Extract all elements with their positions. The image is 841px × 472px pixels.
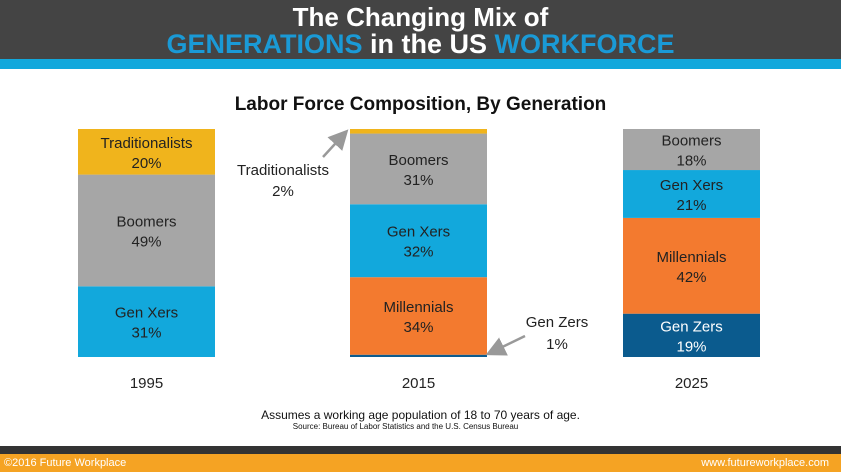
title-workforce: WORKFORCE — [494, 29, 675, 59]
callout-value: 1% — [546, 336, 568, 353]
segment-value: 49% — [131, 233, 161, 250]
bar-segment — [350, 133, 487, 205]
header-stripe — [0, 59, 841, 69]
title-middle: in the US — [362, 29, 495, 59]
segment-value: 42% — [676, 269, 706, 286]
segment-label: Gen Zers — [660, 318, 723, 335]
footer-divider — [0, 446, 841, 454]
title-line-1: The Changing Mix of — [292, 2, 549, 32]
segment-value: 20% — [131, 155, 161, 172]
segment-value: 21% — [676, 197, 706, 214]
x-tick-label: 2015 — [402, 375, 435, 392]
header-banner: The Changing Mix of GENERATIONS in the U… — [0, 0, 841, 59]
segment-label: Boomers — [661, 133, 721, 150]
title-line-2: GENERATIONS in the US WORKFORCE — [0, 29, 841, 59]
copyright: ©2016 Future Workplace — [4, 457, 127, 469]
segment-label: Millennials — [656, 249, 726, 266]
segment-value: 31% — [131, 325, 161, 342]
bar-segment — [78, 286, 215, 357]
segment-label: Boomers — [388, 152, 448, 169]
footer: ©2016 Future Workplace www.futureworkplac… — [0, 454, 841, 472]
bar-segment — [78, 174, 215, 287]
callout-arrow — [485, 334, 526, 356]
segment-label: Gen Xers — [115, 305, 178, 322]
bar-segment — [623, 217, 760, 314]
segment-value: 18% — [676, 153, 706, 170]
chart-title: Labor Force Composition, By Generation — [234, 94, 607, 115]
segment-value: 31% — [403, 172, 433, 189]
callout-label: Traditionalists — [237, 162, 329, 179]
segment-label: Millennials — [383, 299, 453, 316]
bar-segment — [350, 277, 487, 355]
website-link[interactable]: www.futureworkplace.com — [701, 457, 829, 469]
bar-segment — [350, 129, 487, 134]
callout-value: 2% — [272, 183, 294, 200]
bar-segment — [623, 313, 760, 357]
bar-segment — [78, 129, 215, 175]
segment-value: 19% — [676, 338, 706, 355]
callout-label: Gen Zers — [526, 314, 589, 331]
segment-label: Traditionalists — [101, 135, 193, 152]
bar-segment — [623, 129, 760, 171]
bar-segment — [623, 170, 760, 218]
x-tick-label: 2025 — [675, 375, 708, 392]
segment-label: Boomers — [116, 213, 176, 230]
segment-label: Gen Xers — [387, 224, 450, 241]
footnote: Assumes a working age population of 18 t… — [261, 408, 580, 422]
segment-value: 32% — [403, 244, 433, 261]
segment-value: 34% — [403, 319, 433, 336]
bar-segment — [350, 354, 487, 357]
title-generations: GENERATIONS — [166, 29, 363, 59]
callout-arrow — [322, 129, 349, 158]
x-tick-label: 1995 — [130, 375, 163, 392]
bar-segment — [350, 204, 487, 278]
segment-label: Gen Xers — [660, 177, 723, 194]
source-note: Source: Bureau of Labor Statistics and t… — [292, 422, 519, 431]
